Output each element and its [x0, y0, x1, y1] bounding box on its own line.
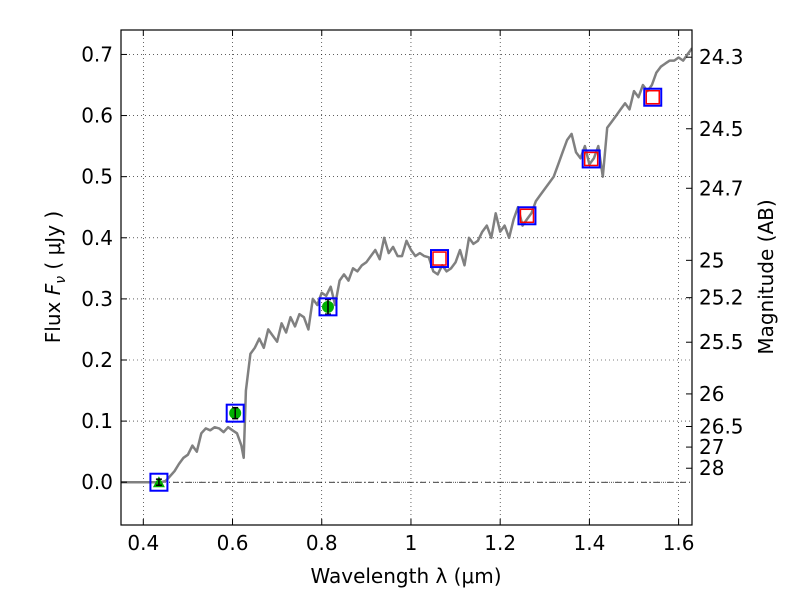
model-photometry-box — [318, 297, 338, 317]
y-axis-label-symbol: F — [41, 283, 65, 295]
mag-tick-label: 27 — [699, 435, 724, 459]
y-tick-label: 0.0 — [81, 470, 113, 494]
x-tick-label: 1.2 — [484, 531, 516, 555]
upper-limit-marker — [519, 208, 535, 224]
y-tick-label: 0.3 — [81, 287, 113, 311]
y-tick-label: 0.2 — [81, 348, 113, 372]
model-photometry-box — [517, 206, 537, 226]
y-tick-label: 0.4 — [81, 226, 113, 250]
model-photometry-box — [430, 249, 450, 269]
x-axis-label: Wavelength λ (μm) — [310, 564, 501, 588]
model-photometry-box — [225, 403, 245, 423]
model-photometry-box — [581, 149, 601, 169]
mag-tick-label: 26.5 — [699, 414, 744, 438]
plot-frame — [120, 29, 693, 526]
y-axis-label-subscript: ν — [53, 276, 69, 284]
mag-tick-label: 25.2 — [699, 286, 744, 310]
mag-tick-label: 24.5 — [699, 117, 744, 141]
axis-tick-labels: 0.4 0.6 0.8 1 1.2 1.4 1.6 0.0 0.1 0.2 0.3 0.4 0.5 0.6… — [81, 42, 743, 555]
axis-ticks — [121, 30, 692, 525]
right-axis-label: Magnitude (AB) — [754, 199, 778, 354]
x-tick-label: 0.8 — [306, 531, 338, 555]
upper-limit-marker — [583, 151, 599, 167]
x-tick-label: 1 — [405, 531, 418, 555]
y-tick-label: 0.5 — [81, 165, 113, 189]
model-photometry-box — [149, 472, 169, 492]
grid-lines — [121, 30, 692, 525]
upper-limit-marker — [645, 89, 660, 105]
x-tick-label: 0.4 — [127, 531, 159, 555]
y-axis-label-suffix: ( μJy ) — [41, 211, 65, 276]
mag-tick-label: 25.5 — [699, 330, 744, 354]
mag-tick-label: 26 — [699, 382, 724, 406]
y-tick-label: 0.6 — [81, 104, 113, 128]
photometry-markers — [149, 87, 663, 492]
sed-series — [121, 47, 692, 484]
mag-tick-label: 25 — [699, 248, 724, 272]
mag-tick-label: 24.3 — [699, 45, 744, 69]
y-axis-label: Flux Fν ( μJy ) — [41, 211, 69, 343]
mag-tick-label: 24.7 — [699, 176, 744, 200]
mag-tick-label: 28 — [699, 456, 724, 480]
x-tick-label: 1.6 — [663, 531, 695, 555]
upper-limit-marker — [432, 251, 447, 266]
model-photometry-box — [643, 87, 663, 107]
y-axis-label-prefix: Flux — [41, 295, 65, 343]
y-tick-label: 0.7 — [81, 42, 113, 66]
y-tick-label: 0.1 — [81, 409, 113, 433]
sed-line — [121, 47, 692, 484]
x-tick-label: 0.6 — [217, 531, 249, 555]
x-tick-label: 1.4 — [573, 531, 605, 555]
